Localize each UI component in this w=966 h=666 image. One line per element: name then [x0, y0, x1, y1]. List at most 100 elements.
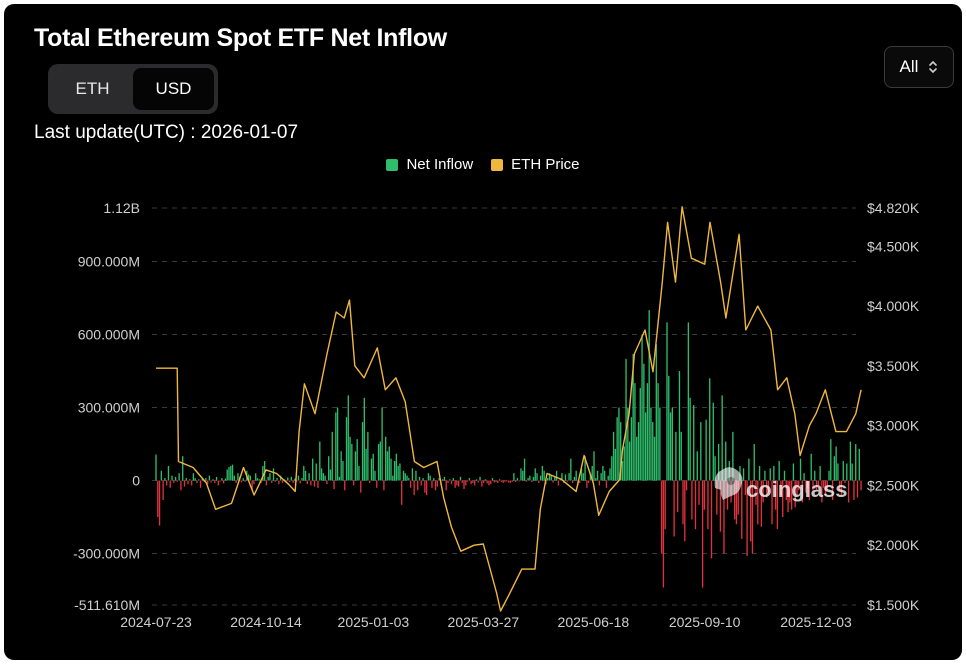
inflow-bar — [304, 470, 307, 481]
inflow-bar — [810, 453, 812, 481]
coinglass-logo-icon — [714, 467, 743, 500]
inflow-bar — [723, 480, 725, 554]
inflow-bar — [290, 476, 292, 481]
inflow-bar — [814, 470, 816, 481]
right-axis-label: $4.000K — [867, 298, 920, 314]
inflow-bar — [703, 480, 706, 510]
inflow-bar — [682, 480, 684, 525]
inflow-bar — [299, 480, 301, 484]
inflow-bar — [449, 479, 451, 481]
x-axis-label: 2025-06-18 — [558, 614, 630, 630]
range-select[interactable]: All — [884, 46, 954, 88]
inflow-bar — [212, 479, 214, 481]
inflow-bar — [600, 473, 602, 481]
inflow-bar — [586, 480, 588, 488]
inflow-bar — [281, 480, 284, 483]
inflow-bar — [792, 463, 795, 481]
unit-option-usd[interactable]: USD — [133, 68, 214, 110]
unit-option-eth[interactable]: ETH — [75, 79, 110, 98]
inflow-bar — [598, 480, 601, 486]
inflow-bar — [851, 463, 853, 481]
inflow-bar — [335, 412, 337, 481]
inflow-bar — [447, 480, 449, 483]
inflow-bar — [303, 465, 305, 481]
inflow-bar — [164, 478, 166, 481]
inflow-bar — [456, 480, 458, 486]
inflow-bar — [479, 476, 481, 481]
left-axis-labels: 1.12B 900.000M 600.000M 300.000M 0 -300.000M -… — [73, 200, 140, 613]
inflow-bar — [256, 478, 259, 481]
inflow-bar — [717, 444, 720, 481]
inflow-bar — [338, 476, 341, 481]
inflow-bar — [360, 480, 362, 493]
inflow-bar — [240, 480, 243, 483]
inflow-bar — [162, 480, 164, 500]
inflow-bar — [573, 476, 576, 481]
inflow-bar — [495, 480, 497, 482]
inflow-bar — [823, 480, 825, 488]
inflow-bar — [646, 383, 649, 481]
inflow-bar — [230, 465, 232, 481]
inflow-bar — [742, 468, 745, 481]
inflow-bar — [158, 480, 161, 526]
inflow-bar — [187, 480, 189, 485]
inflow-bar — [450, 480, 453, 485]
inflow-bar — [374, 470, 376, 481]
inflow-bar — [620, 422, 622, 481]
inflow-bar — [500, 480, 503, 482]
inflow-bar — [406, 475, 408, 481]
inflow-bar — [377, 444, 380, 481]
inflow-bar — [404, 473, 406, 481]
inflow-bar — [319, 441, 321, 481]
inflow-bar — [265, 480, 268, 486]
inflow-bar — [732, 431, 734, 481]
inflow-bar — [677, 480, 679, 513]
inflow-bar — [844, 480, 846, 483]
inflow-bar — [258, 479, 260, 481]
inflow-bar — [417, 480, 419, 491]
inflow-bar — [271, 480, 273, 483]
left-axis-label: 600.000M — [78, 327, 140, 343]
inflow-bar — [466, 480, 469, 482]
inflow-bar — [639, 388, 641, 481]
inflow-bar — [527, 478, 529, 481]
inflow-bar — [463, 480, 465, 490]
grid-lines — [152, 207, 856, 606]
inflow-bar — [536, 473, 538, 481]
inflow-bar — [472, 480, 474, 483]
legend-item-net-inflow[interactable]: Net Inflow — [386, 156, 473, 173]
inflow-bar — [474, 480, 476, 486]
inflow-bar — [757, 480, 759, 525]
inflow-bar — [392, 475, 394, 481]
inflow-bar — [805, 480, 807, 493]
inflow-bar — [356, 439, 358, 481]
inflow-bar — [790, 480, 793, 510]
inflow-bar — [497, 480, 499, 483]
inflow-bar — [504, 480, 506, 482]
inflow-bar — [625, 358, 627, 481]
inflow-bar — [744, 480, 746, 496]
inflow-bar — [199, 480, 202, 488]
inflow-bar — [657, 383, 659, 481]
inflow-bar — [434, 480, 437, 491]
x-axis-label: 2025-09-10 — [669, 614, 741, 630]
inflow-bar — [210, 480, 212, 483]
inflow-bar — [312, 458, 314, 481]
inflow-bar — [623, 446, 625, 481]
inflow-bar — [525, 480, 528, 482]
inflow-bar — [798, 480, 800, 491]
inflow-bar — [363, 397, 365, 481]
inflow-bar — [605, 480, 608, 488]
inflow-bar — [858, 448, 860, 481]
inflow-bar — [860, 480, 862, 491]
inflow-bar — [817, 480, 819, 486]
inflow-bar — [609, 468, 611, 481]
inflow-bar — [228, 467, 230, 481]
inflow-bar — [575, 470, 577, 481]
inflow-bar — [205, 478, 207, 481]
x-axis-label: 2025-12-03 — [780, 614, 852, 630]
last-update-text: Last update(UTC) : 2026-01-07 — [34, 122, 299, 143]
inflow-bar — [671, 407, 673, 481]
legend-item-eth-price[interactable]: ETH Price — [491, 156, 580, 173]
inflow-bar — [322, 473, 325, 481]
